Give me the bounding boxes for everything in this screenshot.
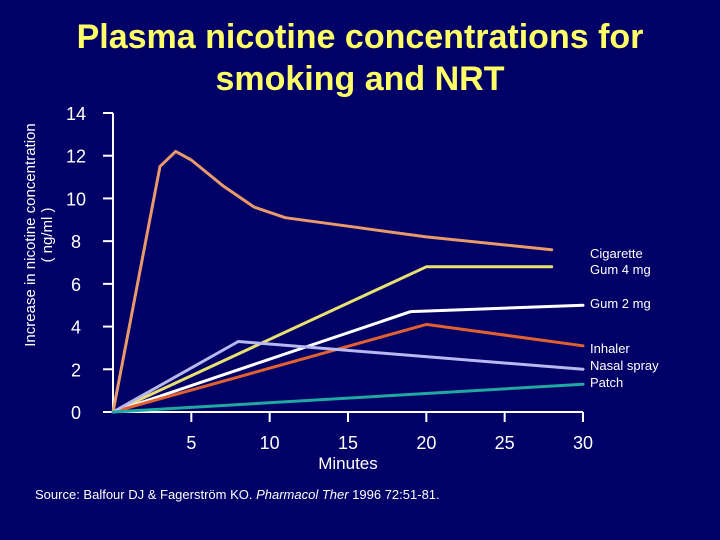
chart-title-line-1: Plasma nicotine concentrations for xyxy=(76,18,644,56)
series-label-patch: Patch xyxy=(590,375,623,390)
x-tick-label-20: 20 xyxy=(416,433,436,453)
y-tick-label-6: 6 xyxy=(71,275,81,295)
y-tick-label-8: 8 xyxy=(71,232,81,252)
x-tick-label-30: 30 xyxy=(573,433,593,453)
series-label-gum-2-mg: Gum 2 mg xyxy=(590,296,651,311)
chart-title-line-2: smoking and NRT xyxy=(215,60,505,98)
x-tick-label-25: 25 xyxy=(495,433,515,453)
source-journal: Pharmacol Ther xyxy=(256,487,349,502)
y-tick-label-4: 4 xyxy=(71,318,81,338)
y-tick-label-12: 12 xyxy=(66,147,86,167)
chart-title: Plasma nicotine concentrations for smoki… xyxy=(40,16,680,100)
y-tick-label-2: 2 xyxy=(71,360,81,380)
source-prefix: Source: Balfour DJ & Fagerström KO. xyxy=(35,487,257,502)
source-suffix: 1996 72:51-81. xyxy=(348,487,440,502)
source-citation: Source: Balfour DJ & Fagerström KO. Phar… xyxy=(35,487,440,502)
x-tick-label-10: 10 xyxy=(260,433,280,453)
x-tick-label-5: 5 xyxy=(186,433,196,453)
series-line-gum-4-mg xyxy=(111,265,554,414)
series-label-cigarette: Cigarette xyxy=(590,246,643,261)
y-tick-label-14: 14 xyxy=(66,104,86,124)
series-line-patch xyxy=(111,382,585,414)
series-label-gum-4-mg: Gum 4 mg xyxy=(590,262,651,277)
series-line-inhaler xyxy=(111,322,585,414)
series-label-nasal-spray: Nasal spray xyxy=(590,358,659,373)
x-axis-label: Minutes xyxy=(318,454,378,473)
series-line-nasal-spray xyxy=(111,340,585,414)
y-tick-label-10: 10 xyxy=(66,189,86,209)
series-line-gum-2-mg xyxy=(111,303,585,414)
y-tick-label-0: 0 xyxy=(71,403,81,423)
series-label-inhaler: Inhaler xyxy=(590,341,630,356)
series-line-cigarette xyxy=(111,149,554,414)
x-tick-label-15: 15 xyxy=(338,433,358,453)
